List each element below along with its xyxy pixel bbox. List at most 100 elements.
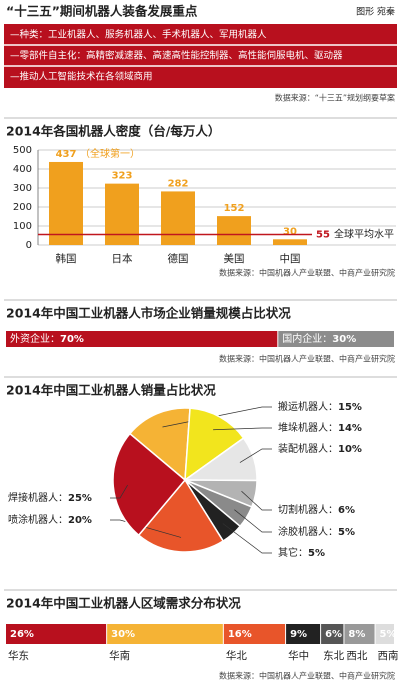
segment-value: 26%: [10, 629, 34, 640]
chart-title: 2014年各国机器人密度（台/每万人）: [6, 124, 220, 139]
y-tick-label: 200: [13, 202, 32, 213]
header-item: —推动人工智能技术在各领域商用: [10, 71, 153, 83]
y-tick-label: 100: [13, 221, 32, 232]
segment-value: 30%: [111, 629, 135, 640]
source: 数据来源：“十三五”规划纲要草案: [275, 93, 395, 103]
pie-slice: [128, 407, 191, 482]
slice-label: 焊接机器人：25%: [8, 491, 92, 504]
slice-label: 装配机器人：10%: [278, 442, 362, 455]
slice-value: 10%: [338, 444, 362, 455]
segment-label: 国内企业：30%: [282, 332, 356, 345]
source: 数据来源：中国机器人产业联盟、中商产业研究院: [219, 354, 395, 364]
segment-value: 16%: [228, 629, 252, 640]
slice-name: 其它：: [278, 546, 308, 559]
chart-title: 2014年中国工业机器人区域需求分布状况: [6, 596, 241, 611]
x-tick-label: 日本: [112, 252, 133, 265]
segment-name: 华南: [109, 649, 130, 662]
pie-slice: [112, 432, 187, 537]
leader-line: [213, 427, 272, 431]
segment-name: 华东: [8, 649, 29, 662]
slice-value: 25%: [68, 493, 92, 504]
segment-name: 东北: [323, 649, 344, 662]
slice-label: 堆垛机器人：14%: [278, 421, 362, 434]
slice-value: 5%: [308, 548, 325, 559]
slice-name: 焊接机器人：: [8, 491, 68, 504]
x-tick-label: 韩国: [56, 252, 77, 265]
segment-value: 9%: [290, 629, 307, 640]
slice-label: 涂胶机器人：5%: [278, 525, 355, 538]
bar: [217, 216, 251, 245]
pie-slice: [184, 407, 245, 482]
data-label: 282: [168, 178, 189, 189]
page-title: “十三五”期间机器人装备发展重点: [6, 4, 198, 19]
slice-value: 14%: [338, 423, 362, 434]
segment-name: 华中: [288, 649, 309, 662]
source: 数据来源：中国机器人产业联盟、中商产业研究院: [219, 671, 395, 681]
leader-line: [234, 509, 272, 533]
bar-segment: [6, 624, 107, 644]
segment-name: 华北: [226, 649, 247, 662]
leader-line: [241, 490, 272, 511]
slice-value: 20%: [68, 515, 92, 526]
leader-line: [110, 519, 182, 538]
slice-value: 6%: [338, 505, 355, 516]
source: 数据来源：中国机器人产业联盟、中商产业研究院: [219, 268, 395, 278]
slice-name: 装配机器人：: [278, 442, 338, 455]
slice-label: 喷涂机器人：20%: [8, 513, 92, 526]
slice-name: 搬运机器人：: [278, 400, 338, 413]
credit: 图形 宛秦: [356, 6, 395, 18]
bar-segment: [321, 624, 344, 644]
slice-name: 喷涂机器人：: [8, 513, 68, 526]
y-tick-label: 400: [13, 164, 32, 175]
bar-segment: [344, 624, 375, 644]
bar-segment: [286, 624, 321, 644]
chart-title: 2014年中国工业机器人销量占比状况: [6, 383, 216, 398]
pie-slice: [137, 478, 225, 553]
bar: [49, 161, 83, 245]
bar: [161, 191, 195, 245]
bar-segment: [107, 624, 223, 644]
bar-segment: [278, 331, 394, 347]
segment-name: 西北: [346, 650, 367, 662]
header-item: —零部件自主化：高精密减速器、高速高性能控制器、高性能伺服电机、驱动器: [10, 50, 343, 62]
segment-value: 8%: [348, 629, 365, 640]
reference-value: 55: [316, 230, 330, 241]
y-tick-label: 300: [13, 183, 32, 194]
leader-line: [110, 484, 128, 499]
leader-line: [239, 448, 272, 463]
segment-name: 国内企业：: [282, 332, 332, 345]
x-tick-label: 德国: [168, 252, 189, 265]
data-label: 152: [224, 203, 245, 214]
bar-segment: [223, 624, 286, 644]
slice-label: 搬运机器人：15%: [278, 400, 362, 413]
annotation: （全球第一）: [80, 147, 140, 160]
chart-title: 2014年中国工业机器人市场企业销量规模占比状况: [6, 306, 291, 321]
slice-value: 5%: [338, 527, 355, 538]
segment-value: 5%: [380, 629, 397, 640]
slice-label: 其它：5%: [278, 546, 325, 559]
bar: [273, 239, 307, 245]
segment-name: 外资企业：: [10, 332, 60, 345]
segment-name: 西南: [378, 649, 399, 662]
data-label: 437: [56, 149, 77, 160]
data-label: 323: [112, 171, 133, 182]
segment-value: 30%: [332, 334, 356, 345]
slice-name: 堆垛机器人：: [278, 421, 338, 434]
x-tick-label: 中国: [280, 252, 301, 265]
slice-value: 15%: [338, 402, 362, 413]
bar: [105, 183, 139, 245]
slice-name: 切割机器人：: [278, 503, 338, 516]
slice-label: 切割机器人：6%: [278, 503, 355, 516]
x-tick-label: 美国: [224, 252, 245, 265]
segment-label: 外资企业：70%: [10, 332, 84, 345]
header-item: —种类：工业机器人、服务机器人、手术机器人、军用机器人: [10, 29, 267, 41]
data-label: 30: [283, 226, 297, 237]
slice-name: 涂胶机器人：: [278, 525, 338, 538]
y-tick-label: 0: [26, 240, 32, 251]
bar-segment: [375, 624, 394, 644]
segment-value: 6%: [325, 629, 342, 640]
segment-value: 70%: [60, 334, 84, 345]
reference-label: 全球平均水平: [334, 228, 394, 241]
